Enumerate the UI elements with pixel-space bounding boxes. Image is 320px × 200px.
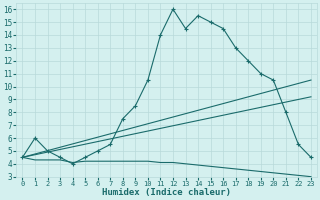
X-axis label: Humidex (Indice chaleur): Humidex (Indice chaleur) (102, 188, 231, 197)
